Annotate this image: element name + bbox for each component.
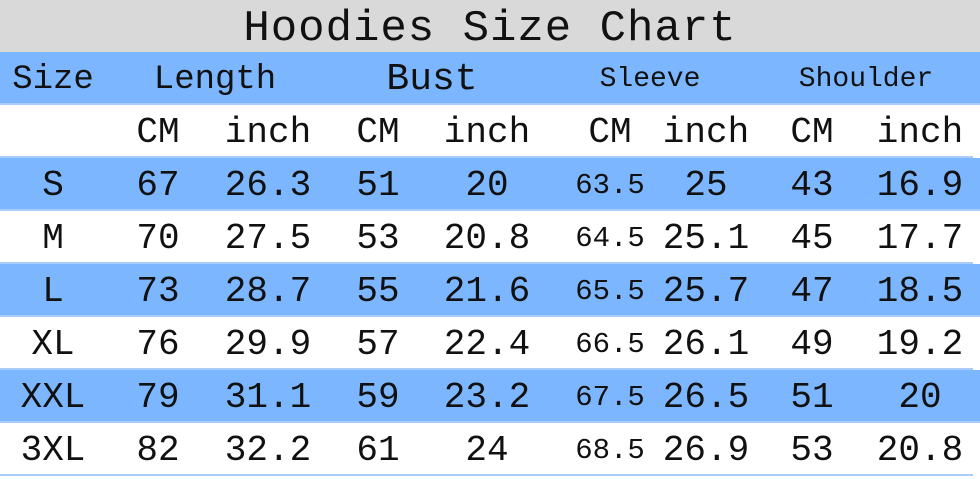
header-shoulder: Shoulder: [798, 64, 934, 95]
value-cell: 49: [790, 324, 834, 365]
value-cell: 79: [136, 377, 180, 418]
header-size: Size: [12, 61, 94, 99]
value-cell: 22.4: [443, 324, 531, 365]
value-cell: 51: [790, 377, 834, 418]
table-row: S 67 26.3 51 20 63.5 25 43 16.9: [0, 158, 980, 211]
value-cell: 53: [790, 430, 834, 471]
header-row: Size Length Bust Sleeve Shoulder: [0, 52, 980, 105]
value-cell: 73: [136, 271, 180, 312]
value-cell: 70: [136, 218, 180, 259]
unit-label: inch: [224, 112, 312, 153]
value-cell: 28.7: [224, 271, 312, 312]
value-cell: 26.1: [662, 324, 750, 365]
value-cell: 43: [790, 165, 834, 206]
value-cell: 24: [465, 430, 509, 471]
size-cell: XXL: [20, 377, 86, 418]
value-cell: 25.7: [662, 271, 750, 312]
unit-label: CM: [588, 112, 632, 153]
value-cell: 45: [790, 218, 834, 259]
value-cell: 61: [356, 430, 400, 471]
value-cell: 25.1: [662, 218, 750, 259]
chart-title: Hoodies Size Chart: [0, 0, 980, 54]
size-cell: S: [42, 165, 64, 206]
value-cell: 26.3: [224, 165, 312, 206]
value-cell: 26.9: [662, 430, 750, 471]
value-cell: 20.8: [443, 218, 531, 259]
unit-label: CM: [136, 112, 180, 153]
value-cell: 67.5: [575, 381, 645, 414]
size-cell: M: [42, 218, 64, 259]
value-cell: 20: [898, 377, 942, 418]
header-sleeve: Sleeve: [599, 64, 701, 95]
value-cell: 27.5: [224, 218, 312, 259]
value-cell: 21.6: [443, 271, 531, 312]
value-cell: 65.5: [575, 275, 645, 308]
value-cell: 29.9: [224, 324, 312, 365]
value-cell: 51: [356, 165, 400, 206]
size-cell: L: [42, 271, 64, 312]
value-cell: 23.2: [443, 377, 531, 418]
unit-label: CM: [790, 112, 834, 153]
value-cell: 64.5: [575, 222, 645, 255]
size-cell: XL: [31, 324, 75, 365]
value-cell: 66.5: [575, 328, 645, 361]
value-cell: 18.5: [876, 271, 964, 312]
value-cell: 76: [136, 324, 180, 365]
unit-label: inch: [876, 112, 964, 153]
table-row: M 70 27.5 53 20.8 64.5 25.1 45 17.7: [0, 211, 973, 264]
unit-label: CM: [356, 112, 400, 153]
value-cell: 67: [136, 165, 180, 206]
table-row: L 73 28.7 55 21.6 65.5 25.7 47 18.5: [0, 264, 980, 317]
value-cell: 55: [356, 271, 400, 312]
value-cell: 82: [136, 430, 180, 471]
value-cell: 47: [790, 271, 834, 312]
value-cell: 16.9: [876, 165, 964, 206]
value-cell: 26.5: [662, 377, 750, 418]
header-length: Length: [153, 61, 277, 99]
table-row: XXL 79 31.1 59 23.2 67.5 26.5 51 20: [0, 370, 980, 423]
value-cell: 20.8: [876, 430, 964, 471]
value-cell: 20: [465, 165, 509, 206]
value-cell: 63.5: [575, 169, 645, 202]
value-cell: 53: [356, 218, 400, 259]
header-bust: Bust: [386, 58, 478, 101]
value-cell: 17.7: [876, 218, 964, 259]
table-row: 3XL 82 32.2 61 24 68.5 26.9 53 20.8: [0, 423, 973, 476]
value-cell: 31.1: [224, 377, 312, 418]
value-cell: 57: [356, 324, 400, 365]
unit-label: inch: [662, 112, 750, 153]
value-cell: 68.5: [575, 434, 645, 467]
value-cell: 25: [684, 165, 728, 206]
value-cell: 19.2: [876, 324, 964, 365]
unit-label: inch: [443, 112, 531, 153]
units-row: CM inch CM inch CM inch CM inch: [0, 105, 973, 158]
table-row: XL 76 29.9 57 22.4 66.5 26.1 49 19.2: [0, 317, 973, 370]
value-cell: 32.2: [224, 430, 312, 471]
value-cell: 59: [356, 377, 400, 418]
size-cell: 3XL: [20, 430, 86, 471]
